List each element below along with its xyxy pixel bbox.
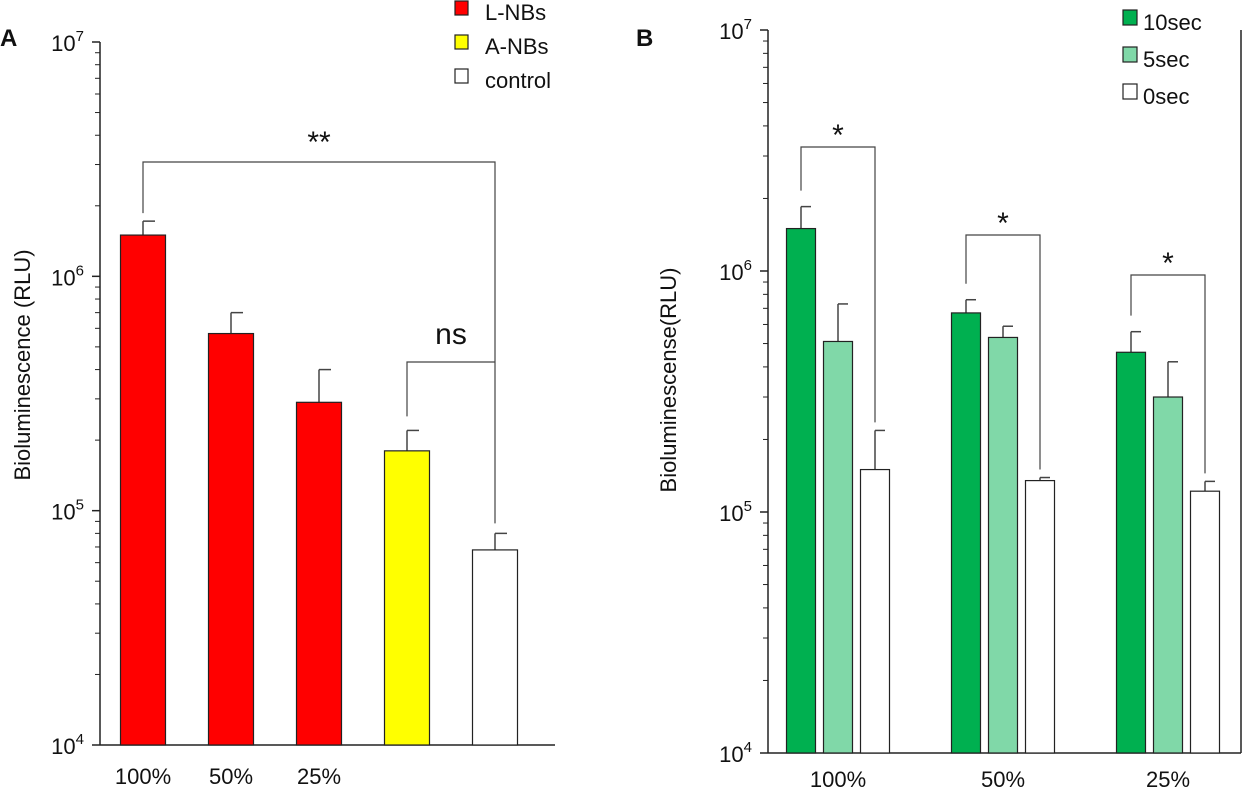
- significance-label: ns: [435, 318, 467, 351]
- y-tick-exponent: 4: [744, 739, 752, 756]
- legend-swatch-a-nbs: [454, 34, 469, 50]
- y-tick-base: 10: [51, 265, 75, 290]
- x-tick-label: 50%: [209, 764, 253, 789]
- legend-swatch-control: [454, 68, 469, 84]
- significance-label: *: [832, 119, 844, 152]
- legend-swatch-l-nbs: [454, 0, 469, 16]
- y-tick-exponent: 7: [744, 16, 752, 33]
- panel-b-y-axis-title: Bioluminescense(RLU): [656, 268, 681, 493]
- bar-0sec-1: [1024, 479, 1056, 754]
- panel-b-legend: 10sec 5sec 0sec: [1122, 9, 1202, 109]
- legend-label: 5sec: [1143, 47, 1189, 72]
- y-tick-base: 10: [719, 501, 743, 526]
- bar-10sec-1: [950, 312, 982, 754]
- legend-label: 0sec: [1143, 84, 1189, 109]
- y-tick-label: 107: [719, 16, 752, 44]
- y-tick-base: 10: [719, 19, 743, 44]
- bar-5sec-1: [987, 336, 1019, 754]
- bar-l-nbs-0: [119, 234, 167, 746]
- y-tick-exponent: 6: [744, 257, 752, 274]
- panel-a-legend: L-NBs A-NBs control: [454, 0, 551, 93]
- significance-label: *: [997, 207, 1009, 240]
- bar-5sec-0: [822, 340, 854, 754]
- bar-control-4: [471, 549, 519, 746]
- y-tick-label: 105: [719, 498, 752, 526]
- panel-b-letter: B: [636, 25, 653, 52]
- x-tick-label: 25%: [297, 764, 341, 789]
- y-tick-label: 106: [51, 262, 84, 290]
- legend-label: L-NBs: [485, 0, 546, 25]
- y-tick-exponent: 4: [76, 731, 84, 748]
- legend-label: A-NBs: [485, 34, 549, 59]
- y-tick-base: 10: [51, 500, 75, 525]
- bar-10sec-2: [1115, 351, 1147, 754]
- y-tick-base: 10: [51, 734, 75, 759]
- bar-10sec-0: [785, 227, 817, 754]
- legend-swatch-10sec: [1122, 9, 1138, 26]
- panel-a-y-axis-title: Bioluminescence (RLU): [10, 249, 35, 480]
- significance-bracket: [142, 161, 496, 524]
- significance-label: **: [307, 126, 331, 159]
- bar-0sec-0: [859, 468, 891, 754]
- y-tick-base: 10: [719, 260, 743, 285]
- x-tick-label: 50%: [981, 767, 1025, 792]
- panel-a-letter: A: [0, 25, 17, 52]
- y-tick-base: 10: [51, 31, 75, 56]
- y-tick-exponent: 5: [744, 498, 752, 515]
- y-tick-base: 10: [719, 742, 743, 767]
- significance-bracket: [800, 146, 876, 423]
- y-tick-exponent: 7: [76, 28, 84, 45]
- significance-bracket: [965, 234, 1041, 470]
- legend-swatch-0sec: [1122, 83, 1138, 100]
- x-tick-label: 100%: [115, 764, 171, 789]
- significance-bracket: [406, 361, 495, 417]
- significance-label: *: [1162, 247, 1174, 280]
- bar-5sec-2: [1152, 396, 1184, 754]
- y-tick-label: 105: [51, 497, 84, 525]
- legend-label: control: [485, 68, 551, 93]
- y-tick-exponent: 5: [76, 497, 84, 514]
- y-tick-label: 106: [719, 257, 752, 285]
- y-tick-label: 107: [51, 28, 84, 56]
- bar-a-nbs-3: [383, 450, 431, 746]
- y-tick-label: 104: [51, 731, 84, 759]
- y-tick-exponent: 6: [76, 262, 84, 279]
- bar-0sec-2: [1189, 490, 1221, 754]
- legend-label: 10sec: [1143, 10, 1202, 35]
- y-tick-label: 104: [719, 739, 752, 767]
- bar-l-nbs-2: [295, 401, 343, 746]
- bar-l-nbs-1: [207, 332, 255, 746]
- x-tick-label: 25%: [1146, 767, 1190, 792]
- legend-swatch-5sec: [1122, 46, 1138, 63]
- significance-bracket: [1130, 274, 1206, 474]
- x-tick-label: 100%: [810, 767, 866, 792]
